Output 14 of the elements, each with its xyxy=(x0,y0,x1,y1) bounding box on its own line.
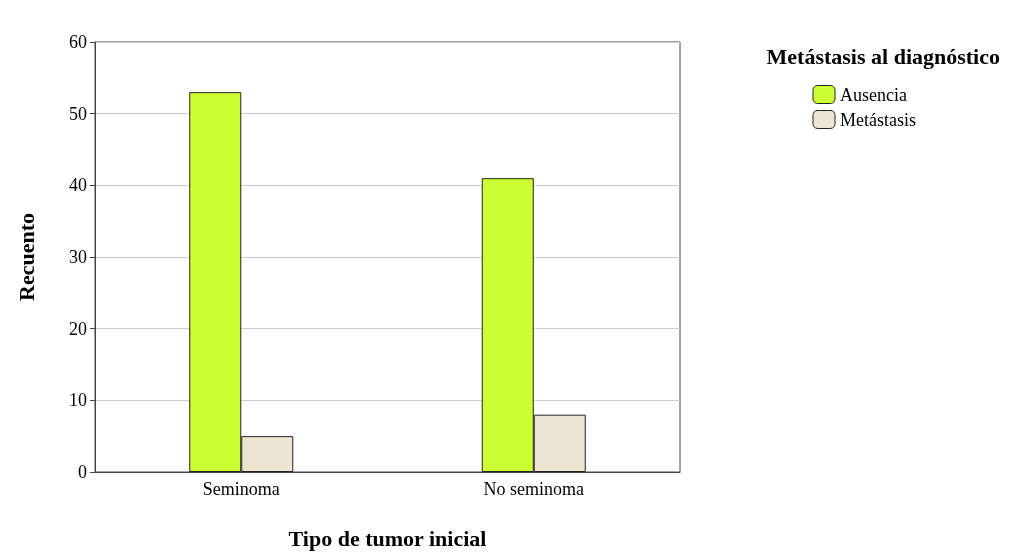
y-tick-label: 60 xyxy=(69,32,87,52)
x-tick-label: Seminoma xyxy=(202,479,280,499)
legend-label: Ausencia xyxy=(840,84,907,105)
y-tick-label: 30 xyxy=(69,247,87,267)
legend-label: Metástasis xyxy=(840,109,917,130)
y-tick-label: 40 xyxy=(69,175,87,196)
x-tick-label: No seminoma xyxy=(483,479,584,499)
y-tick-label: 10 xyxy=(69,390,87,411)
y-tick-label: 0 xyxy=(78,462,87,482)
y-tick-label: 20 xyxy=(69,318,87,339)
legend-title: Metástasis al diagnóstico xyxy=(766,43,1001,69)
y-axis-title: Recuento xyxy=(13,213,39,301)
x-axis-title: Tipo de tumor inicial xyxy=(288,525,487,551)
y-tick-label: 50 xyxy=(69,103,87,124)
